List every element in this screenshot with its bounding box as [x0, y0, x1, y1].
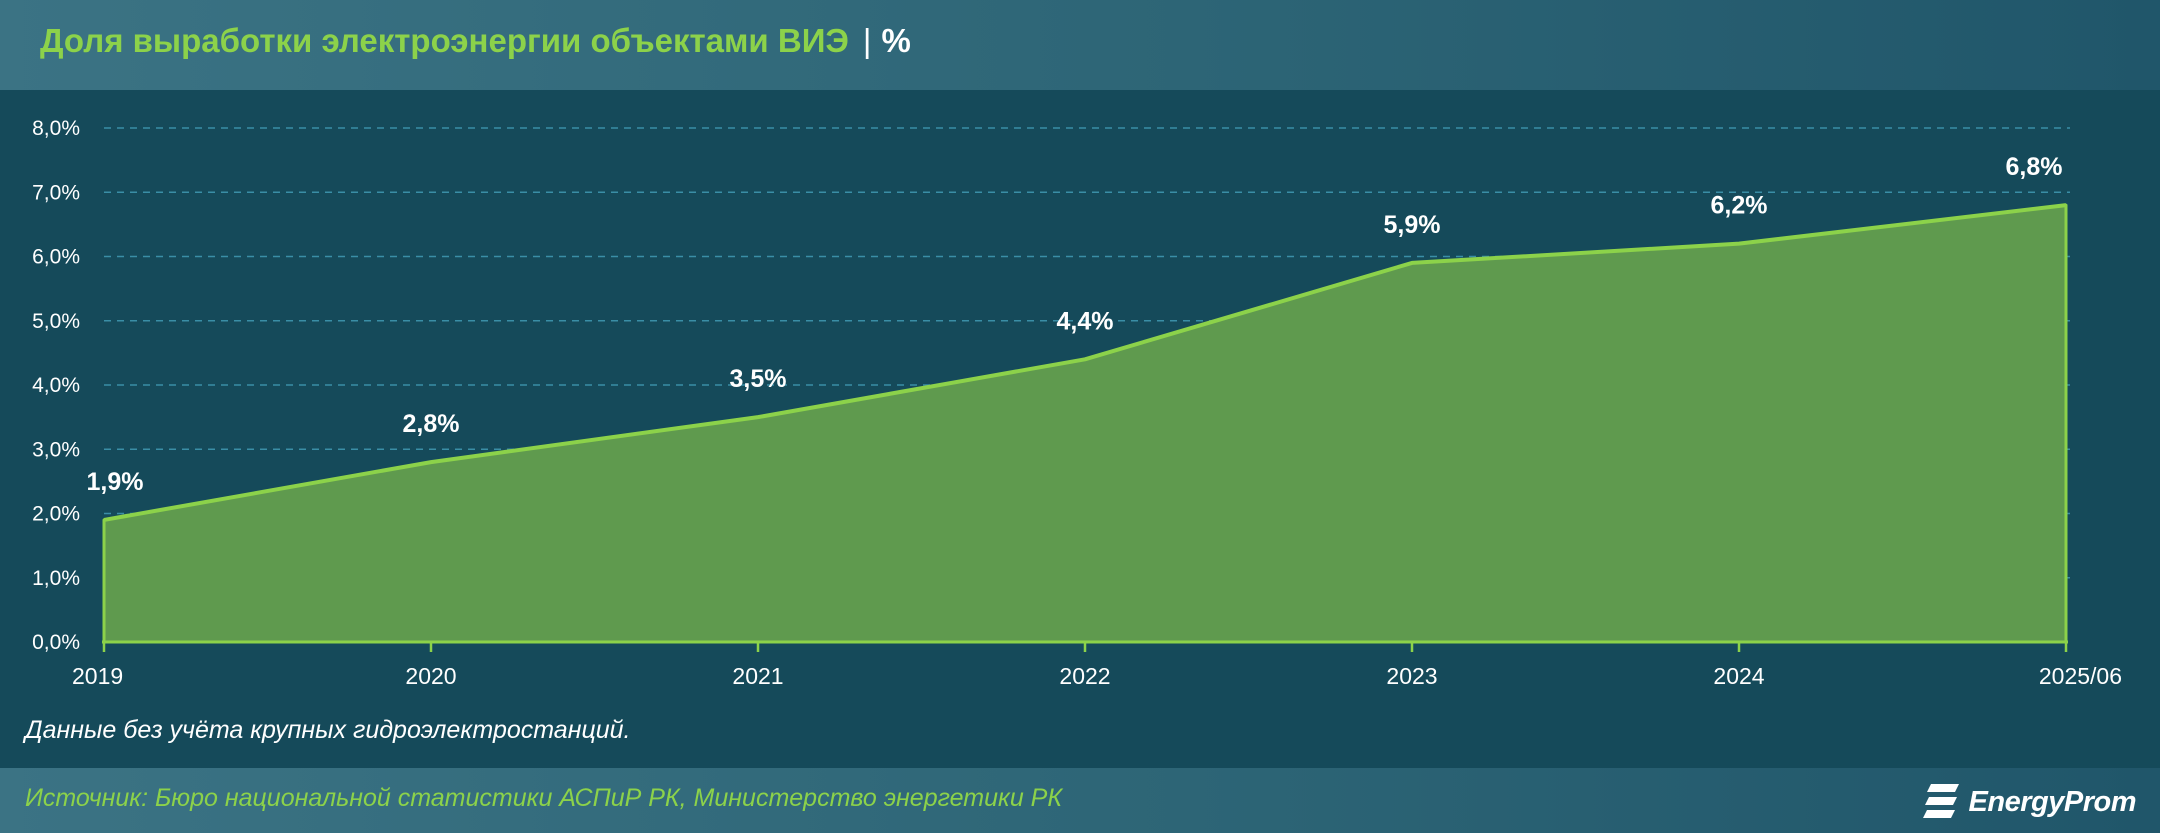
series-line: [103, 203, 2067, 522]
data-label: 2,8%: [403, 410, 460, 438]
x-tick-label: 2022: [1059, 663, 1110, 689]
y-axis-labels: 0,0% 1,0% 2,0% 3,0% 4,0% 5,0% 6,0% 7,0% 8,0%: [32, 117, 80, 654]
x-tick-label: 2020: [405, 663, 456, 689]
chart-unit: %: [881, 22, 911, 59]
x-axis: [102, 640, 2068, 652]
footer-bar: Источник: Бюро национальной статистики А…: [0, 768, 2160, 833]
data-label: 1,9%: [87, 468, 144, 496]
y-tick-label: 2,0%: [32, 503, 80, 526]
x-tick-label: 2025/06: [2039, 663, 2122, 689]
data-label: 6,2%: [1711, 192, 1768, 220]
area-series: [102, 203, 2068, 644]
chart-header: Доля выработки электроэнергии объектами …: [0, 0, 2160, 90]
chart-title-line: Доля выработки электроэнергии объектами …: [40, 22, 911, 60]
data-label: 6,8%: [2006, 153, 2063, 181]
y-tick-label: 5,0%: [32, 310, 80, 333]
y-tick-label: 3,0%: [32, 438, 80, 461]
x-tick-label: 2023: [1386, 663, 1437, 689]
y-tick-label: 6,0%: [32, 246, 80, 269]
y-tick-label: 1,0%: [32, 567, 80, 590]
x-tick-label: 2024: [1713, 663, 1764, 689]
data-label: 4,4%: [1057, 307, 1114, 335]
title-separator: |: [862, 22, 872, 59]
data-labels: 1,9% 2,8% 3,5% 4,4% 5,9% 6,2% 6,8%: [87, 153, 2063, 496]
x-axis-labels: 2019 2020 2021 2022 2023 2024 2025/06: [72, 663, 2122, 689]
source-text: Источник: Бюро национальной статистики А…: [25, 784, 1063, 812]
y-tick-label: 4,0%: [32, 374, 80, 397]
area-fill: [102, 203, 2068, 644]
energyprom-logo: EnergyProm: [1922, 780, 2137, 824]
y-tick-label: 7,0%: [32, 181, 80, 204]
y-tick-label: 0,0%: [32, 631, 80, 654]
logo-text: EnergyProm: [1968, 785, 2137, 818]
x-tick-label: 2019: [72, 663, 123, 689]
data-label: 3,5%: [730, 365, 787, 393]
x-tick-label: 2021: [732, 663, 783, 689]
y-tick-label: 8,0%: [32, 117, 80, 140]
energyprom-logo-icon: [1922, 784, 1959, 818]
data-label: 5,9%: [1384, 211, 1441, 239]
chart-title: Доля выработки электроэнергии объектами …: [40, 22, 849, 59]
area-chart: 0,0% 1,0% 2,0% 3,0% 4,0% 5,0% 6,0% 7,0% 8,0% 201…: [32, 117, 2122, 689]
chart-footnote: Данные без учёта крупных гидроэлектроста…: [25, 716, 631, 744]
